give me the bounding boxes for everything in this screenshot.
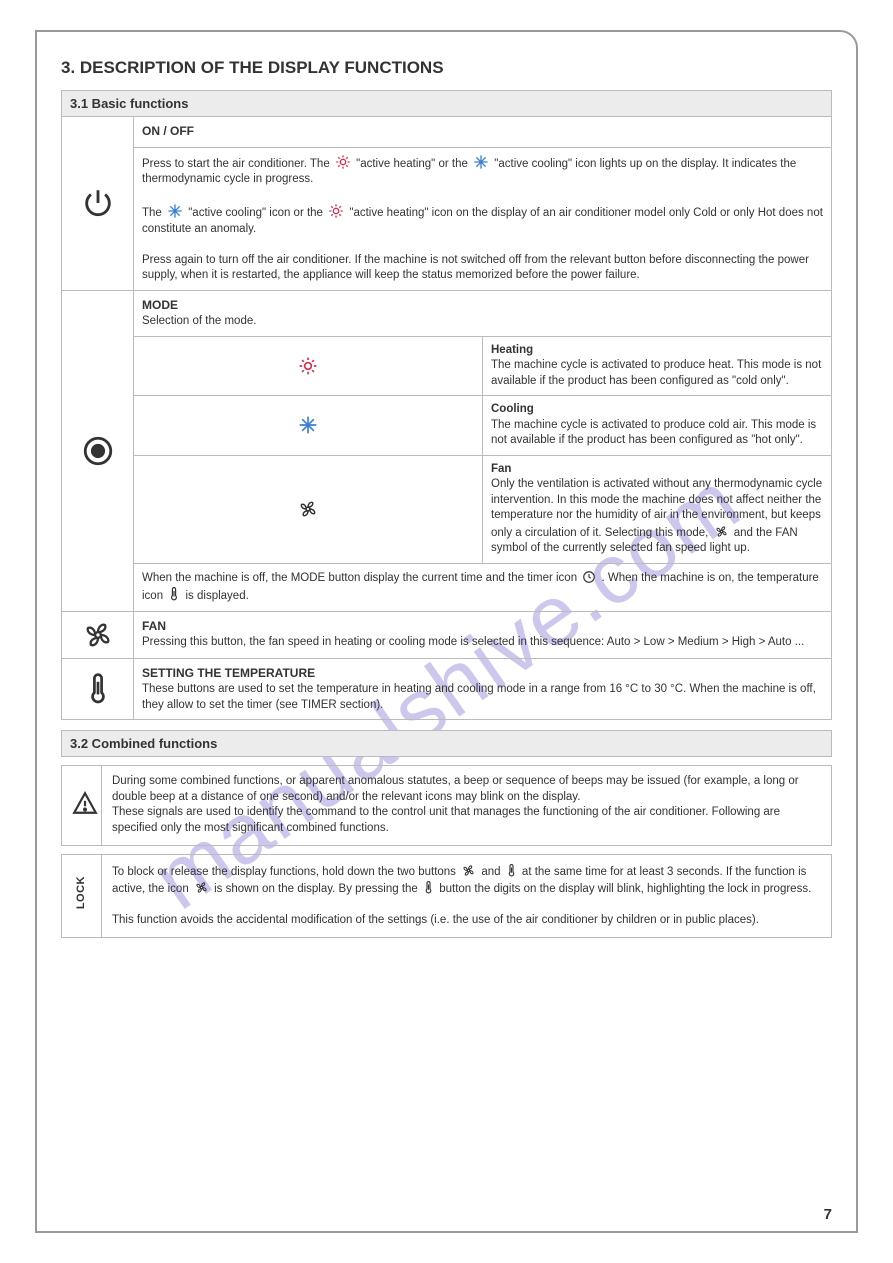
temp-heading: SETTING THE TEMPERATURE	[142, 666, 315, 680]
thermometer-icon-3	[506, 863, 517, 878]
fan-icon-inline	[714, 524, 729, 539]
fan-row-cell: FAN Pressing this button, the fan speed …	[134, 611, 832, 658]
onoff-body: Press to start the air conditioner. The …	[134, 147, 832, 290]
lock-p1a: To block or release the display function…	[112, 866, 459, 878]
mode-heading: MODE	[142, 298, 178, 312]
onoff-p3: Press again to turn off the air conditio…	[142, 254, 809, 282]
fan-icon	[297, 498, 319, 520]
fan-icon-cell	[62, 611, 134, 658]
warning-body: During some combined functions, or appar…	[102, 766, 832, 845]
heat-icon	[335, 154, 351, 170]
combined-functions-bar: 3.2 Combined functions	[61, 730, 832, 757]
clock-icon	[582, 570, 596, 584]
onoff-p2a: The	[142, 207, 165, 219]
warning-table: During some combined functions, or appar…	[61, 765, 832, 845]
mode-tail-cell: When the machine is off, the MODE button…	[134, 563, 832, 611]
cool-icon	[473, 154, 489, 170]
mode-heading-cell: MODE Selection of the mode.	[134, 290, 832, 336]
fan-icon-inline-2	[461, 863, 476, 878]
fanmode-cell: Fan Only the ventilation is activated wi…	[483, 455, 832, 563]
fan-heading: FAN	[142, 619, 166, 633]
thermometer-icon-2	[87, 671, 109, 707]
heating-text: The machine cycle is activated to produc…	[491, 359, 821, 387]
cool-icon-3	[298, 415, 318, 435]
mode-tail-a: When the machine is off, the MODE button…	[142, 572, 580, 584]
warning-p2: These signals are used to identify the c…	[112, 806, 780, 834]
heating-subicon	[134, 336, 483, 396]
mode-tail-c: is displayed.	[186, 590, 249, 602]
functions-table: ON / OFF Press to start the air conditio…	[61, 116, 832, 720]
page-number: 7	[824, 1206, 832, 1223]
temp-row-text: These buttons are used to set the temper…	[142, 683, 816, 711]
onoff-p2b: "active cooling" icon or the	[188, 207, 326, 219]
power-icon	[81, 186, 115, 220]
mode-intro: Selection of the mode.	[142, 315, 256, 327]
onoff-p1a: Press to start the air conditioner. The	[142, 158, 333, 170]
fan-icon-2	[81, 618, 115, 652]
basic-functions-bar: 3.1 Basic functions	[61, 90, 832, 116]
onoff-heading: ON / OFF	[142, 124, 194, 138]
heat-icon-3	[298, 356, 318, 376]
cooling-text: The machine cycle is activated to produc…	[491, 419, 816, 447]
warning-p1: During some combined functions, or appar…	[112, 775, 799, 803]
lock-vertical-label: LOCK	[74, 876, 89, 909]
lock-table: LOCK To block or release the display fun…	[61, 854, 832, 938]
thermometer-icon	[168, 586, 180, 602]
lock-p1d: is shown on the display. By pressing the	[214, 883, 421, 895]
power-icon-cell	[62, 117, 134, 291]
heating-cell: Heating The machine cycle is activated t…	[483, 336, 832, 396]
mode-icon-cell	[62, 290, 134, 611]
warning-icon-cell	[62, 766, 102, 845]
thermometer-icon-4	[423, 880, 434, 895]
heat-icon-2	[328, 203, 344, 219]
warning-icon	[72, 790, 98, 816]
section-title: 3. DESCRIPTION OF THE DISPLAY FUNCTIONS	[61, 58, 832, 78]
mode-icon	[81, 434, 115, 468]
lock-p1e: button the digits on the display will bl…	[439, 883, 811, 895]
fan-row-text: Pressing this button, the fan speed in h…	[142, 636, 804, 648]
fan-label: Fan	[491, 463, 511, 475]
fan-subicon	[134, 455, 483, 563]
cool-icon-2	[167, 203, 183, 219]
cooling-cell: Cooling The machine cycle is activated t…	[483, 396, 832, 456]
lock-body: To block or release the display function…	[102, 854, 832, 937]
heating-label: Heating	[491, 344, 533, 356]
cooling-label: Cooling	[491, 403, 534, 415]
lock-p2: This function avoids the accidental modi…	[112, 914, 759, 926]
temp-row-cell: SETTING THE TEMPERATURE These buttons ar…	[134, 658, 832, 720]
temp-icon-cell	[62, 658, 134, 720]
lock-p1b: and	[481, 866, 503, 878]
fan-icon-inline-3	[194, 880, 209, 895]
cooling-subicon	[134, 396, 483, 456]
onoff-p1b: "active heating" or the	[356, 158, 471, 170]
lock-label-cell: LOCK	[62, 854, 102, 937]
